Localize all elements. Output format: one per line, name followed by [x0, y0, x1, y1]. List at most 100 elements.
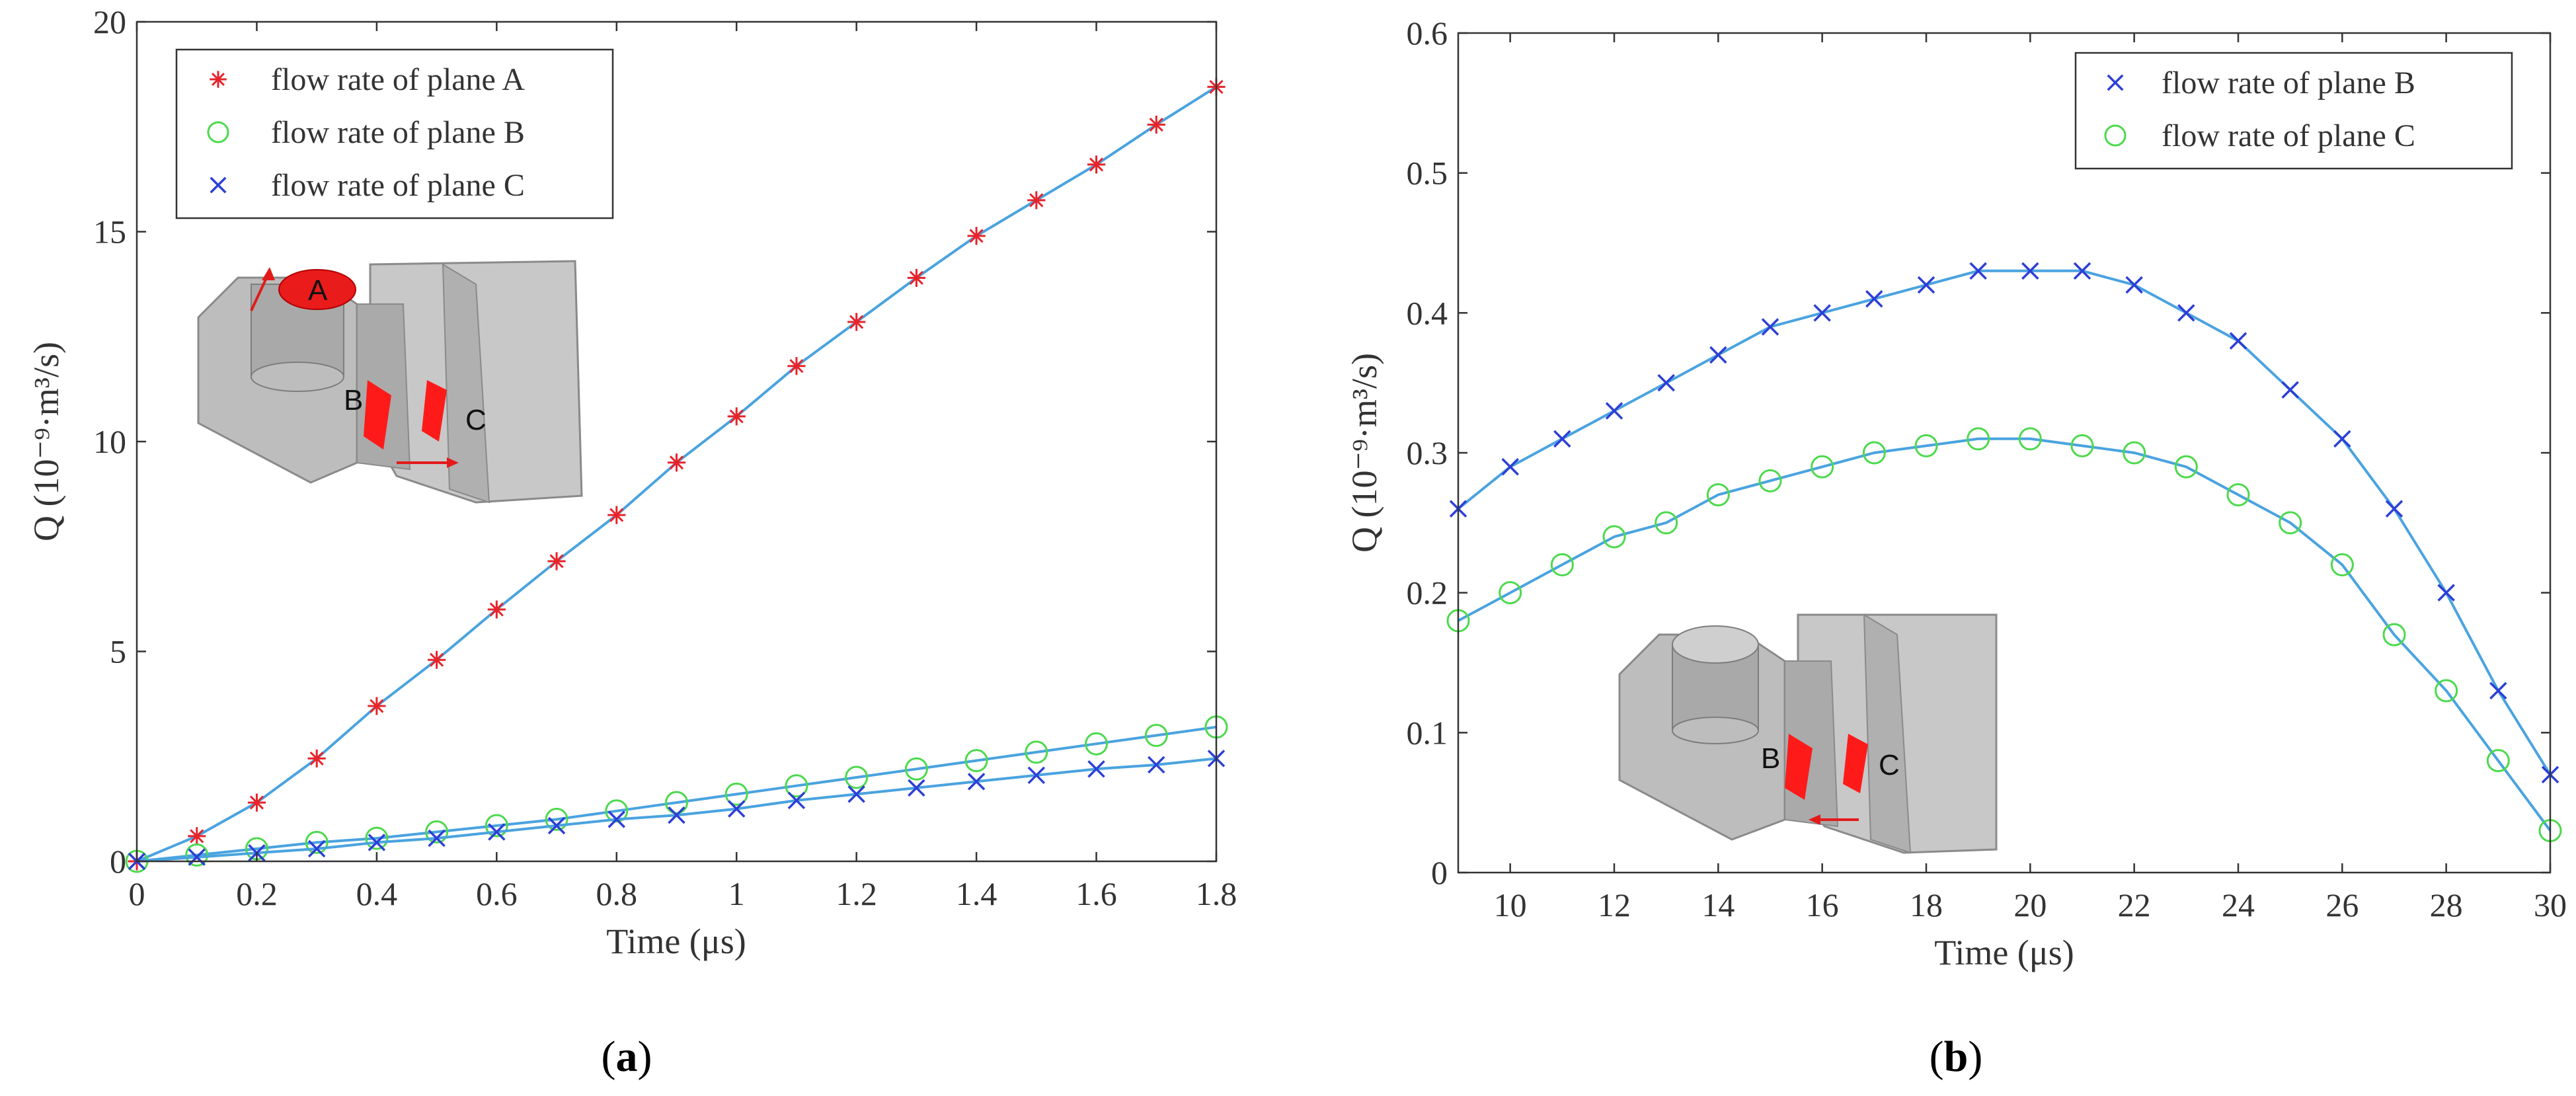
series-c-a-point	[1027, 766, 1046, 785]
series-b-a-point	[1025, 740, 1048, 764]
series-b-a-point	[425, 820, 449, 844]
series-b-b	[1449, 262, 2559, 784]
series-b-b-point	[2489, 682, 2507, 700]
x-tick-label: 18	[1910, 886, 1943, 923]
series-c-b-point	[1967, 427, 1990, 451]
series-b-b-point	[2229, 332, 2247, 350]
chart-panel-b: B C 10 12 14 16 18 20 22 24 26 28 30 0 0.1 0.2 0.3 0.4…	[1345, 15, 2567, 1081]
x-tick-label: 1.4	[956, 875, 997, 912]
legend-label-2: flow rate of plane C	[2162, 118, 2415, 153]
series-c-b-point	[2070, 434, 2094, 457]
series-a-a-point	[847, 313, 866, 331]
y-tick-label: 0.5	[1407, 155, 1448, 192]
series-a-a-point	[1087, 155, 1106, 174]
legend-marker-2	[207, 121, 229, 143]
series-a-a-point	[727, 407, 746, 426]
series-c-a-point	[488, 823, 506, 841]
series-c-b-point	[1499, 581, 1522, 605]
series-a-a-point	[307, 749, 326, 768]
legend-label-2: flow rate of plane B	[271, 115, 525, 150]
x-tick-label: 12	[1598, 886, 1631, 923]
y-ticks-a: 0 5 10 15 20	[93, 3, 1216, 880]
x-tick-label: 1.8	[1196, 875, 1237, 912]
series-c-a-line	[136, 757, 1217, 863]
series-c-b-point	[2435, 679, 2458, 703]
x-ticks-b: 10 12 14 16 18 20 22 24 26 28 30	[1494, 33, 2567, 923]
x-tick-label: 26	[2325, 886, 2359, 923]
panel-label-b-letter: b	[1944, 1033, 1969, 1081]
series-b-b-point	[1761, 318, 1779, 336]
series-a-a-point	[967, 227, 986, 245]
series-b-a	[125, 715, 1228, 873]
x-tick-label: 1.6	[1075, 875, 1117, 912]
series-a-a-point	[607, 506, 626, 524]
series-c-a-point	[967, 773, 986, 791]
series-c-b	[1446, 427, 2562, 842]
series-c-a-point	[547, 816, 566, 835]
series-b-a-point	[904, 757, 928, 781]
x-tick-label: 10	[1494, 886, 1527, 923]
series-c-b-point	[2123, 441, 2146, 465]
series-b-b-point	[2177, 304, 2195, 322]
inset-3d-model-a: A B C	[197, 260, 583, 504]
x-tick-label: 24	[2222, 886, 2255, 923]
series-b-a-line	[136, 725, 1217, 863]
series-c-a-point	[368, 834, 386, 851]
series-c-b-point	[1811, 455, 1834, 479]
y-axis-label-a: Q (10⁻⁹·m³/s)	[26, 342, 66, 541]
series-a-a-point	[1147, 115, 1165, 134]
series-c-a-point	[668, 806, 685, 824]
x-tick-label: 0.2	[236, 875, 278, 912]
x-tick-label: 1.2	[836, 875, 877, 912]
series-b-a-point	[365, 826, 389, 850]
inset-a-label-C: C	[465, 404, 487, 436]
series-b-a-point	[665, 791, 688, 814]
series-c-a-point	[847, 785, 865, 803]
series-b-b-point	[2125, 276, 2143, 294]
series-a-a-point	[667, 453, 686, 472]
panel-label-a-letter: a	[616, 1033, 638, 1081]
series-a-a-point	[547, 552, 566, 570]
series-c-b-point	[2279, 511, 2302, 535]
series-c-a-point	[908, 779, 925, 797]
x-tick-label: 1	[728, 875, 745, 912]
legend-label-3: flow rate of plane C	[271, 168, 525, 203]
series-b-b-point	[1605, 402, 1623, 420]
series-c-b-point	[2018, 427, 2042, 451]
legend-b: flow rate of plane B flow rate of plane C	[2074, 52, 2513, 170]
series-c-b-point	[1914, 434, 1938, 457]
series-a-a-point	[787, 357, 806, 375]
series-b-b-point	[1813, 304, 1831, 322]
series-c-a-point	[607, 810, 626, 828]
panel-label-b: (b)	[1930, 1033, 1983, 1081]
panel-label-a: (a)	[602, 1033, 652, 1081]
series-c-b-point	[1706, 483, 1730, 506]
series-b-b-point	[1865, 290, 1883, 308]
series-b-b-point	[1553, 430, 1571, 448]
series-c-b-point	[2174, 455, 2198, 479]
x-tick-label: 16	[1806, 886, 1839, 923]
y-tick-label: 15	[93, 214, 126, 251]
inset-a-label-B: B	[344, 384, 363, 416]
y-tick-label: 0	[1431, 854, 1448, 891]
legend-marker-1	[2107, 74, 2124, 91]
series-c-a-point	[787, 791, 806, 810]
series-b-a-point	[485, 814, 508, 838]
series-c-b-line	[1458, 437, 2552, 832]
y-tick-label: 0.4	[1407, 294, 1448, 331]
y-tick-label: 0.3	[1407, 434, 1448, 471]
legend-marker-3	[210, 176, 227, 194]
series-b-b-point	[2021, 262, 2039, 280]
series-b-a-point	[724, 782, 748, 806]
y-tick-label: 20	[93, 3, 126, 40]
x-tick-label: 14	[1701, 886, 1735, 923]
x-axis-label-a: Time (μs)	[606, 921, 746, 961]
series-c-a-point	[307, 840, 326, 858]
series-b-b-point	[2073, 262, 2091, 280]
series-b-b-point	[1501, 457, 1519, 476]
series-a-a-point	[487, 600, 506, 619]
series-c-b-point	[1758, 469, 1782, 492]
series-b-b-point	[1709, 346, 1727, 364]
series-b-b-point	[2333, 430, 2351, 448]
series-b-b-point	[2281, 381, 2299, 399]
